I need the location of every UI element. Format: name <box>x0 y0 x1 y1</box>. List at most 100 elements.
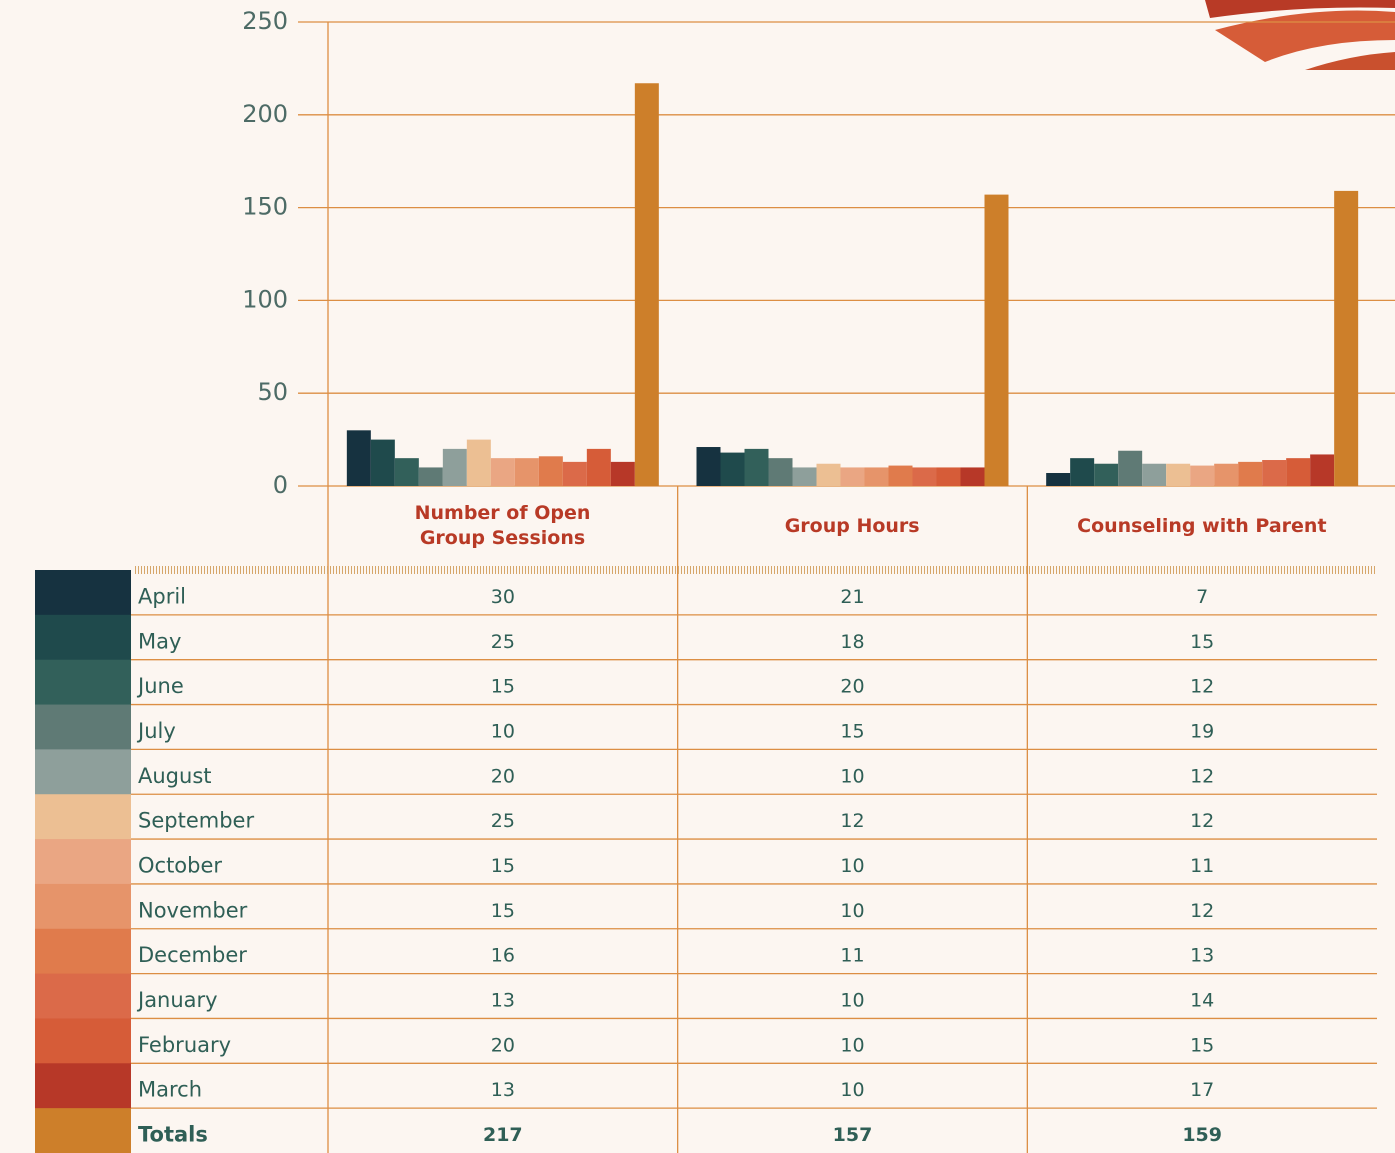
y-tick-label: 200 <box>242 100 288 128</box>
bar <box>1310 454 1334 486</box>
table-value: 217 <box>483 1124 523 1146</box>
row-label: July <box>136 719 176 743</box>
table-value: 15 <box>1190 631 1214 653</box>
bar <box>1118 451 1142 486</box>
table-value: 7 <box>1196 586 1208 608</box>
bar <box>1166 464 1190 486</box>
page: 050100150200250April30217May251815June15… <box>0 0 1395 1153</box>
bar <box>611 462 635 486</box>
table-value: 25 <box>491 810 515 832</box>
category-label: Number of Open Group Sessions <box>328 487 677 565</box>
decoration <box>1205 0 1395 70</box>
table-value: 157 <box>833 1124 873 1146</box>
table-value: 25 <box>491 631 515 653</box>
legend-swatch <box>35 570 131 615</box>
row-label: August <box>138 764 212 788</box>
bar <box>913 467 937 486</box>
bar <box>1262 460 1286 486</box>
bar <box>793 467 817 486</box>
table-value: 11 <box>1190 855 1214 877</box>
table-value: 20 <box>491 1034 515 1056</box>
y-tick-label: 100 <box>242 285 288 313</box>
bar <box>1094 464 1118 486</box>
bar <box>1190 466 1214 486</box>
y-tick-label: 250 <box>242 7 288 35</box>
bar <box>1046 473 1070 486</box>
row-label: January <box>136 988 218 1012</box>
bar <box>985 195 1009 486</box>
row-label: December <box>138 943 247 967</box>
bar <box>721 453 745 486</box>
table-value: 10 <box>840 1034 864 1056</box>
bar <box>1334 191 1358 486</box>
bar <box>1286 458 1310 486</box>
bar <box>697 447 721 486</box>
table-value: 10 <box>840 900 864 922</box>
legend-swatch <box>35 749 131 794</box>
bar <box>745 449 769 486</box>
table-value: 13 <box>491 1079 515 1101</box>
table-value: 15 <box>491 900 515 922</box>
bar <box>1070 458 1094 486</box>
table-value: 30 <box>491 586 515 608</box>
table-value: 17 <box>1190 1079 1214 1101</box>
bar <box>865 467 889 486</box>
row-label: November <box>138 898 248 922</box>
bar <box>889 466 913 486</box>
table-value: 18 <box>840 631 864 653</box>
table-value: 15 <box>491 676 515 698</box>
legend-swatch <box>35 839 131 884</box>
table-value: 15 <box>491 855 515 877</box>
table-value: 10 <box>840 855 864 877</box>
table-value: 12 <box>1190 810 1214 832</box>
bar <box>817 464 841 486</box>
table-value: 13 <box>491 990 515 1012</box>
bar <box>371 440 395 486</box>
table-value: 11 <box>840 945 864 967</box>
row-label: May <box>138 629 181 653</box>
bar <box>769 458 793 486</box>
table-value: 10 <box>840 765 864 787</box>
legend-swatch <box>35 794 131 839</box>
table-value: 21 <box>840 586 864 608</box>
table-value: 12 <box>1190 765 1214 787</box>
bar <box>841 467 865 486</box>
row-label: June <box>136 674 184 698</box>
table-value: 12 <box>840 810 864 832</box>
table-value: 12 <box>1190 676 1214 698</box>
row-label: March <box>138 1078 202 1102</box>
y-tick-label: 0 <box>273 471 288 499</box>
legend-swatch <box>35 1108 131 1153</box>
bar <box>563 462 587 486</box>
bar <box>395 458 419 486</box>
table-value: 10 <box>491 720 515 742</box>
bar <box>467 440 491 486</box>
table-value: 15 <box>840 720 864 742</box>
bar <box>515 458 539 486</box>
table-value: 20 <box>491 765 515 787</box>
chart: 050100150200250April30217May251815June15… <box>0 0 1395 1153</box>
table-value: 12 <box>1190 900 1214 922</box>
table-value: 10 <box>840 990 864 1012</box>
bar <box>443 449 467 486</box>
table-value: 159 <box>1182 1124 1222 1146</box>
table-value: 13 <box>1190 945 1214 967</box>
bar <box>937 467 961 486</box>
table-value: 15 <box>1190 1034 1214 1056</box>
legend-swatch <box>35 615 131 660</box>
table-value: 16 <box>491 945 515 967</box>
table-value: 20 <box>840 676 864 698</box>
category-label: Group Hours <box>678 487 1027 565</box>
legend-swatch <box>35 929 131 974</box>
legend-swatch <box>35 1018 131 1063</box>
legend-swatch <box>35 705 131 750</box>
bar <box>961 467 985 486</box>
bar <box>419 467 443 486</box>
bar <box>1142 464 1166 486</box>
legend-swatch <box>35 1063 131 1108</box>
legend-swatch <box>35 974 131 1019</box>
bar <box>587 449 611 486</box>
bar <box>347 430 371 486</box>
bar <box>539 456 563 486</box>
row-label: September <box>138 809 254 833</box>
